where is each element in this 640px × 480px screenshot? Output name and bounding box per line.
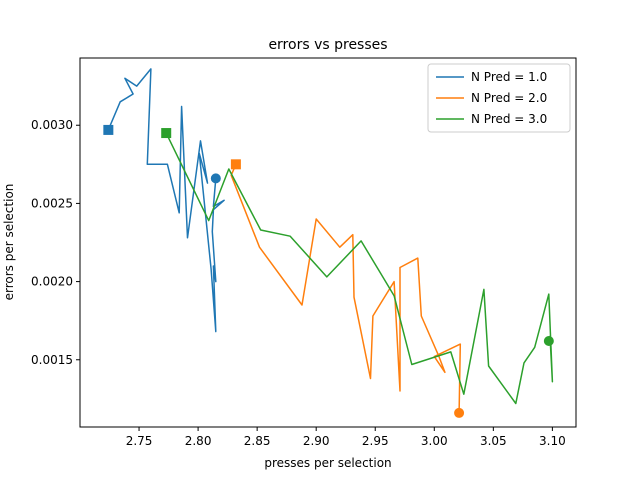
y-tick-label: 0.0025 [31, 196, 73, 210]
x-tick-label: 2.75 [126, 434, 153, 448]
series-end-marker-2 [454, 407, 465, 418]
y-tick-label: 0.0020 [31, 275, 73, 289]
x-tick-label: 3.00 [421, 434, 448, 448]
legend-label-2: N Pred = 2.0 [471, 91, 547, 105]
y-tick-label: 0.0015 [31, 353, 73, 367]
x-tick-label: 3.05 [480, 434, 507, 448]
y-axis: 0.0015 0.0020 0.0025 0.0030 [31, 118, 80, 367]
axes-frame [79, 57, 577, 428]
series-line-3 [165, 132, 554, 405]
series-line-2 [230, 164, 462, 413]
legend-box [427, 63, 571, 133]
legend: N Pred = 1.0 N Pred = 2.0 N Pred = 3.0 [427, 63, 571, 133]
x-tick-label: 2.90 [303, 434, 330, 448]
y-axis-title: errors per selection [2, 184, 16, 301]
series-end-marker-1 [210, 173, 221, 184]
x-axis: 2.75 2.80 2.85 2.90 2.95 3.00 3.05 3.10 [126, 427, 566, 448]
x-tick-label: 3.10 [539, 434, 566, 448]
chart-title: errors vs presses [268, 37, 387, 53]
series-start-marker-3 [161, 128, 172, 139]
x-tick-label: 2.80 [185, 434, 212, 448]
series-end-marker-3 [543, 336, 554, 347]
plot-area [103, 68, 554, 418]
series-start-marker-1 [103, 124, 114, 135]
y-tick-label: 0.0030 [31, 118, 73, 132]
legend-label-1: N Pred = 1.0 [471, 70, 547, 84]
series-line-1 [107, 68, 225, 333]
x-tick-label: 2.95 [362, 434, 389, 448]
series-start-marker-2 [230, 159, 241, 170]
legend-label-3: N Pred = 3.0 [471, 112, 547, 126]
x-axis-title: presses per selection [264, 456, 391, 470]
x-tick-label: 2.85 [244, 434, 271, 448]
